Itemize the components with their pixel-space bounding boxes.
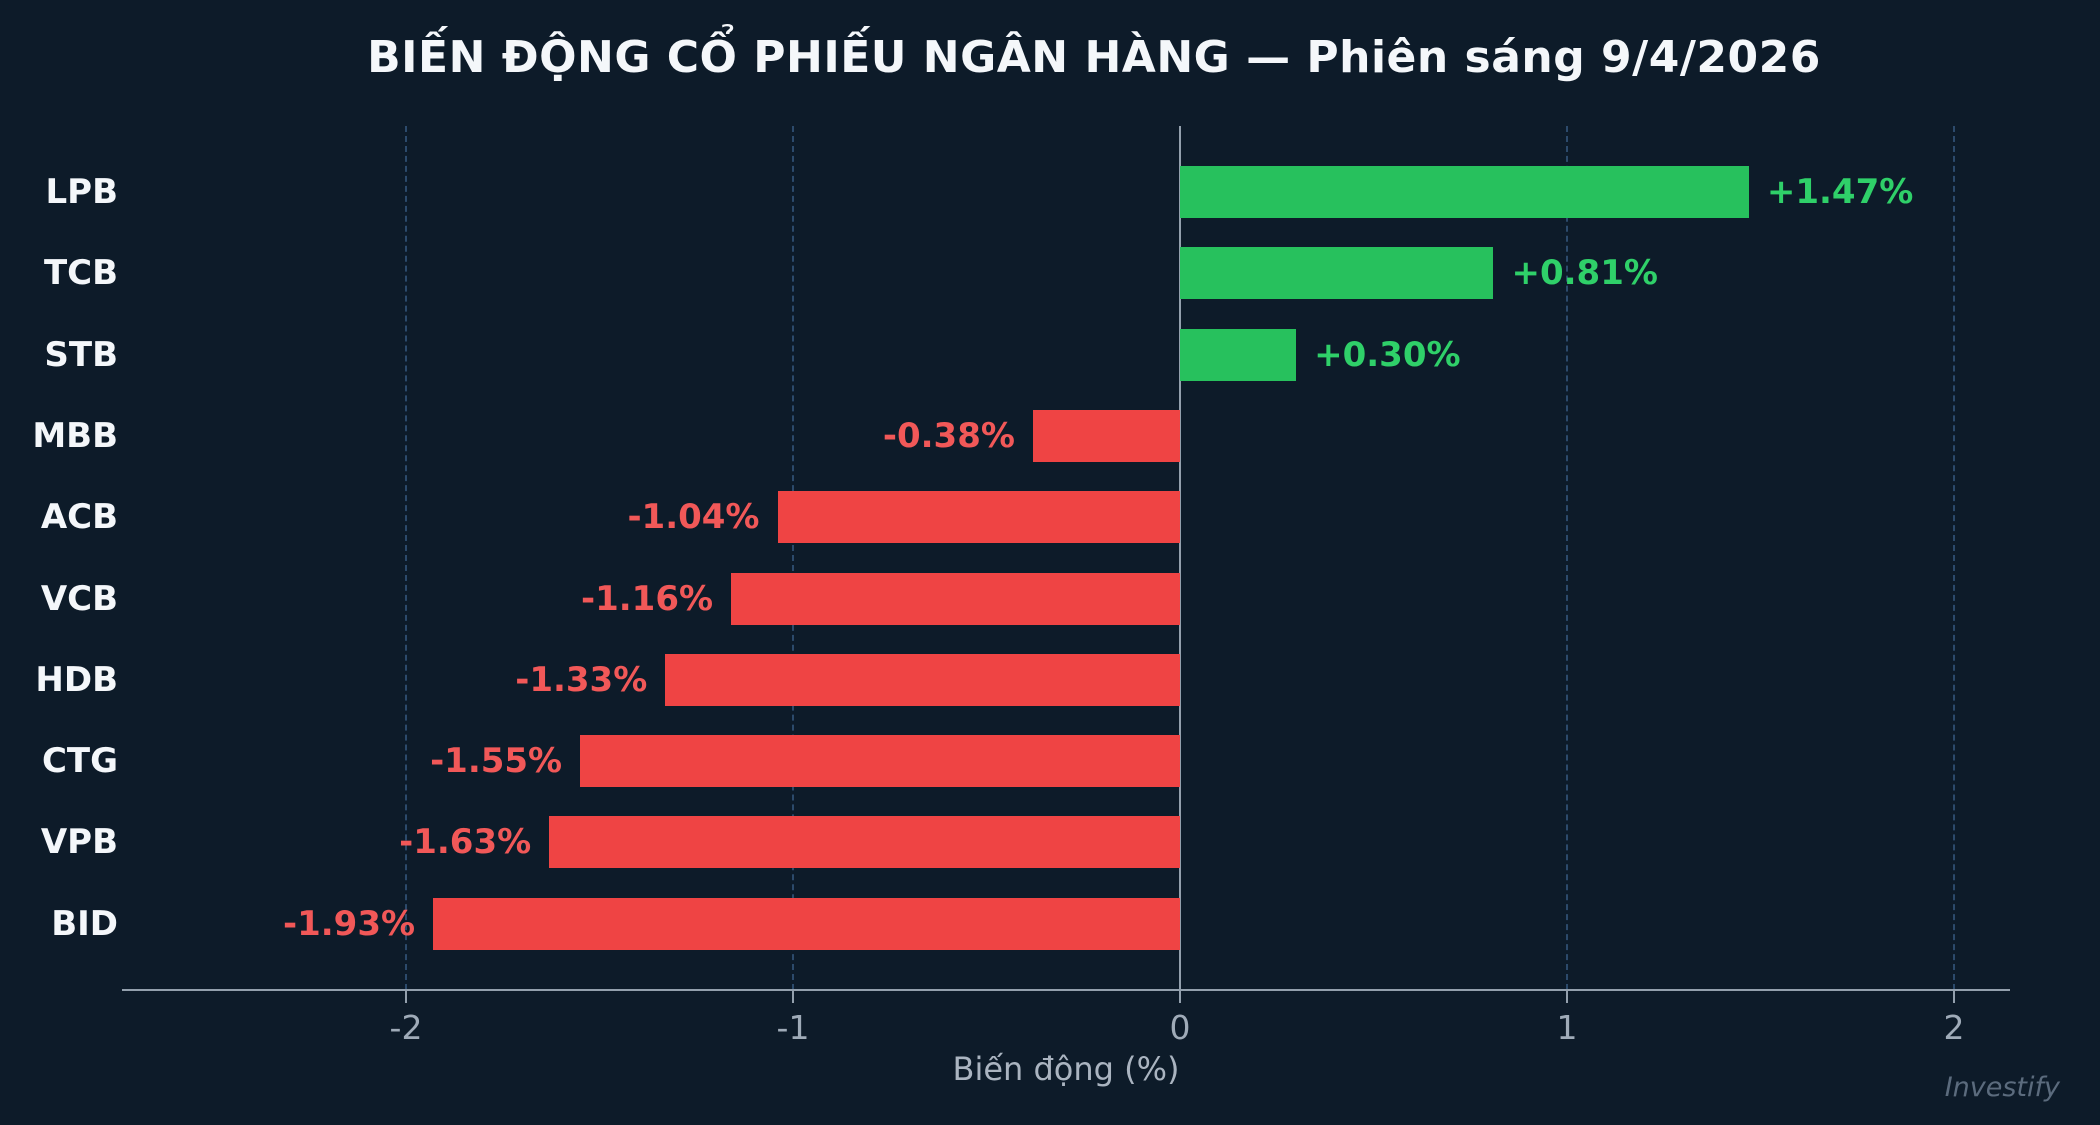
x-tick-label: 2 — [1943, 1008, 1965, 1047]
category-label: BID — [51, 903, 118, 944]
bar-negative — [549, 816, 1180, 869]
bar-negative — [665, 653, 1180, 706]
x-axis-title: Biến động (%) — [952, 1050, 1180, 1088]
gridline — [1566, 126, 1568, 990]
bar-negative — [777, 491, 1180, 544]
category-label: VPB — [40, 822, 118, 863]
x-tick-label: 0 — [1169, 1008, 1191, 1047]
bar-negative — [433, 897, 1180, 950]
x-axis-line — [122, 989, 2010, 991]
x-tick-mark — [1179, 990, 1181, 1003]
category-label: LPB — [45, 172, 119, 212]
value-label: -1.33% — [515, 659, 648, 700]
x-tick-mark — [792, 990, 794, 1003]
value-label: +0.81% — [1511, 253, 1658, 294]
value-label: -1.04% — [627, 497, 760, 538]
category-label: VCB — [40, 578, 118, 619]
category-label: STB — [44, 334, 118, 375]
zero-baseline — [1179, 126, 1181, 990]
x-tick-mark — [1566, 990, 1568, 1003]
category-label: ACB — [40, 497, 118, 538]
gridline — [792, 126, 794, 990]
value-label: -1.93% — [283, 903, 416, 944]
value-label: +0.30% — [1314, 334, 1461, 375]
bar-negative — [731, 572, 1180, 625]
bar-positive — [1180, 166, 1749, 218]
value-label: -1.63% — [399, 822, 532, 863]
x-tick-label: -1 — [776, 1008, 810, 1047]
value-label: -0.38% — [882, 415, 1015, 456]
x-tick-mark — [405, 990, 407, 1003]
x-tick-mark — [1953, 990, 1955, 1003]
value-label: -1.55% — [430, 741, 563, 782]
category-label: MBB — [32, 415, 118, 456]
watermark: Investify — [1944, 1072, 2060, 1103]
category-label: HDB — [35, 659, 118, 700]
chart-title: BIẾN ĐỘNG CỔ PHIẾU NGÂN HÀNG — Phiên sán… — [367, 32, 1821, 83]
value-label: -1.16% — [581, 578, 714, 619]
value-label: +1.47% — [1766, 172, 1914, 212]
bar-positive — [1180, 328, 1297, 381]
x-tick-label: -2 — [389, 1008, 423, 1047]
bar-negative — [1032, 409, 1180, 462]
category-label: TCB — [43, 253, 118, 294]
gridline — [1953, 126, 1955, 990]
category-label: CTG — [41, 741, 118, 782]
x-tick-label: 1 — [1556, 1008, 1578, 1047]
gridline — [405, 126, 407, 990]
bar-positive — [1180, 247, 1494, 300]
bar-negative — [580, 735, 1180, 788]
